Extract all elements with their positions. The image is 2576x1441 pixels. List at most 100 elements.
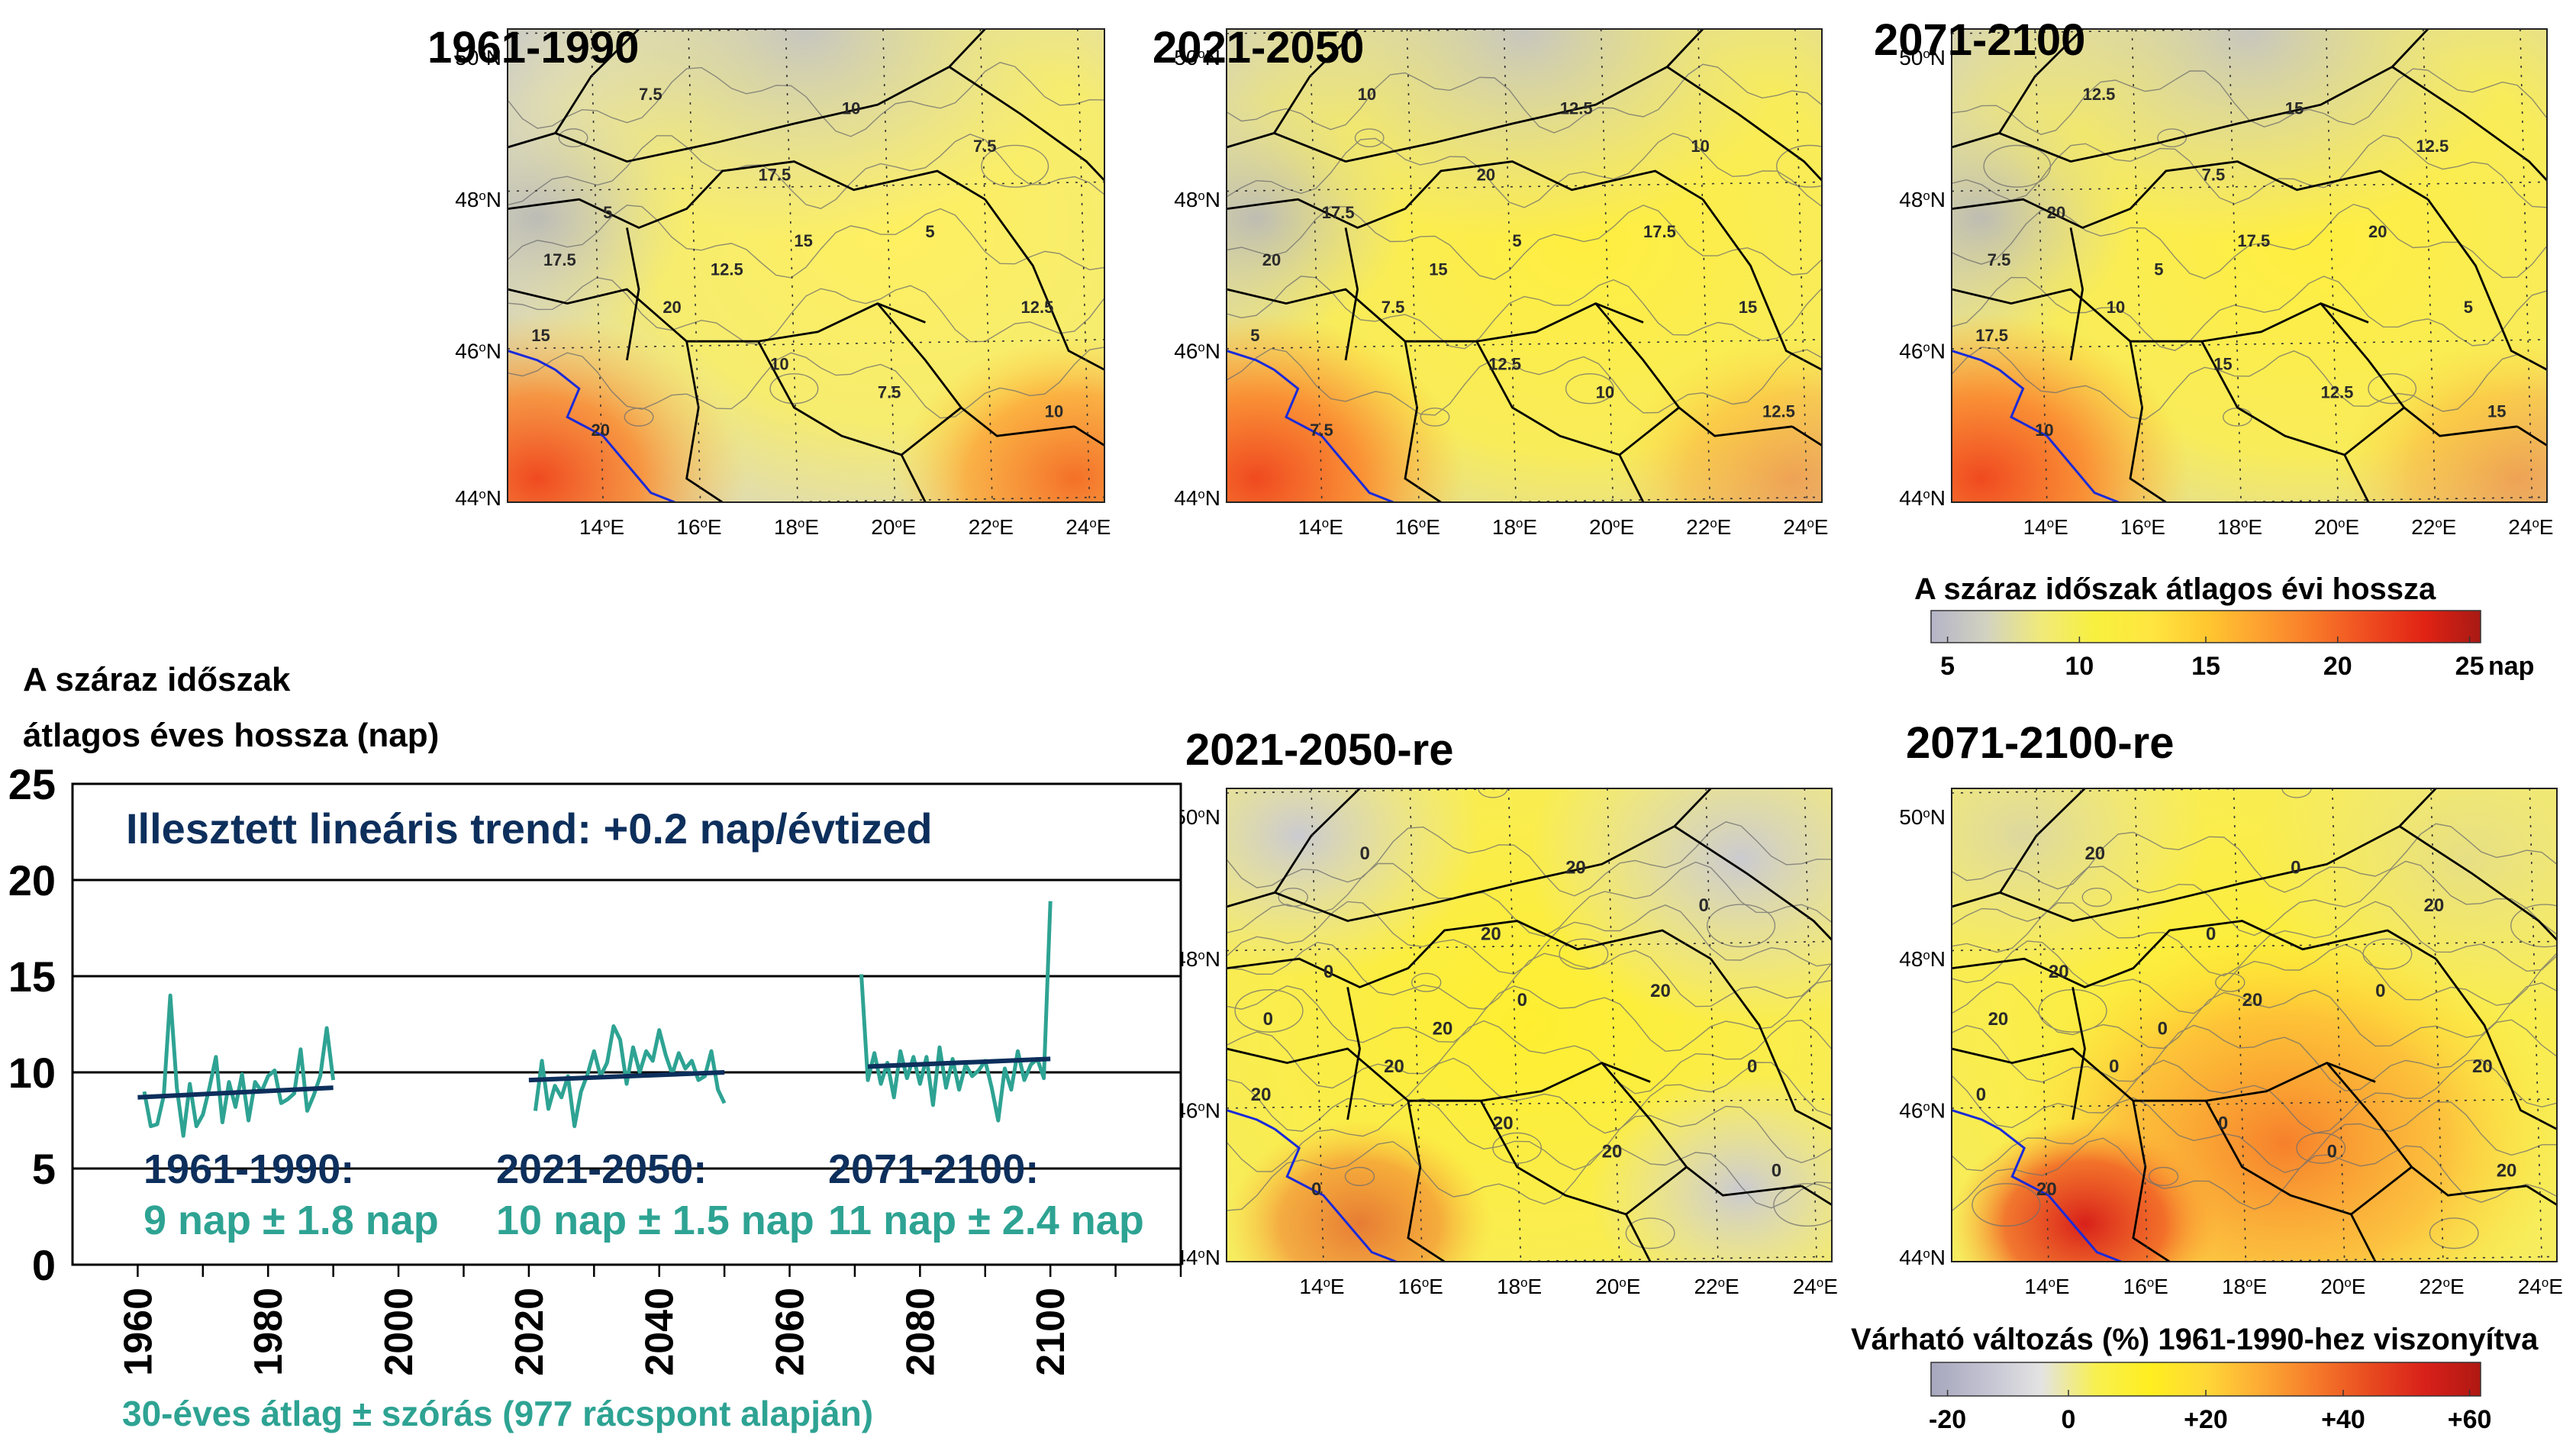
contour-label: 0	[2109, 1056, 2119, 1077]
coastline	[1273, 369, 1394, 502]
contour-label: 0	[2158, 1018, 2168, 1039]
colorbar-tick-label: -20	[1929, 1405, 1966, 1434]
contour-label: 20	[2036, 1179, 2057, 1200]
lat-label: 44oN	[1174, 486, 1220, 510]
meridian	[2331, 788, 2345, 1262]
y-tick-label: 5	[32, 1145, 56, 1193]
colorbar-title: Várható változás (%) 1961-1990-hez viszo…	[1851, 1323, 2539, 1356]
contour-blob	[2157, 128, 2188, 148]
colorbar-tick-label: 5	[1940, 652, 1955, 681]
period-value: 9 nap ± 1.8 nap	[143, 1198, 439, 1243]
contour-label: 20	[1481, 924, 1501, 944]
meridian	[1309, 29, 1323, 502]
meridian	[1600, 29, 1614, 502]
country-borders	[1952, 788, 2557, 1262]
y-axis-label-line2: átlagos éves hossza (nap)	[23, 717, 439, 754]
meridian	[2422, 29, 2436, 502]
contour-label: 10	[1596, 383, 1614, 402]
contour-label: 12.5	[711, 260, 743, 279]
map-orange-southwest	[1227, 788, 1832, 1262]
colorbar-absolute: A száraz időszak átlagos évi hossza 5 10 15…	[1914, 572, 2534, 681]
contour-label: 17.5	[1322, 203, 1355, 222]
x-tick-label: 1960	[116, 1288, 160, 1376]
border-line	[1346, 987, 1361, 1120]
series-line-3	[859, 901, 1053, 1123]
contour-blob	[2148, 1166, 2179, 1186]
contour-label: 20	[1988, 1009, 2009, 1030]
border-line	[1227, 920, 1712, 988]
y-tick-label: 20	[8, 856, 56, 904]
border-line	[508, 29, 640, 149]
meridian	[2430, 788, 2444, 1262]
meridian	[688, 29, 701, 502]
trend-line-3	[867, 1056, 1051, 1069]
map-panel-2071-2100-re: 20 0 20 0 20 0 20 0 20 0 20 0 20 0 20 0 50oN 48oN 46oN 44oN…	[1899, 718, 2563, 1298]
meridian	[2131, 29, 2145, 502]
map-red-southeast	[508, 29, 1104, 502]
coastline	[554, 369, 675, 502]
contour-label: 7.5	[639, 85, 663, 104]
border-line	[2516, 425, 2547, 446]
border-line	[508, 160, 986, 229]
contour-blob	[1354, 128, 1385, 148]
x-tick-label: 2040	[638, 1288, 682, 1376]
border-line	[2391, 66, 2547, 182]
colorbar-change: Várható változás (%) 1961-1990-hez viszo…	[1851, 1323, 2539, 1434]
contour-label: 20	[1493, 1113, 1514, 1133]
border-line	[1074, 425, 1104, 446]
map-field: 12.5 15 5 17.5 20 7.5 10 12.5 15 5 17.5 20 7.5 10 12.5…	[1952, 29, 2547, 502]
map-red-southeast	[1227, 29, 1822, 502]
contour-label: 12.5	[1560, 99, 1593, 118]
border-line	[1344, 227, 1359, 361]
contour-line	[1952, 901, 2557, 977]
contour-blob	[981, 144, 1049, 188]
parallel	[1227, 181, 1822, 192]
lon-label: 24oE	[2508, 515, 2553, 539]
border-line	[1227, 29, 1359, 149]
map-frame	[1226, 28, 1823, 503]
x-tick-label: 2080	[898, 1288, 943, 1376]
contour-label: 20	[1565, 858, 1586, 878]
border-line	[2132, 1100, 2171, 1262]
parallel	[1952, 940, 2557, 952]
lon-label: 20oE	[2314, 515, 2359, 539]
map-title: 1961-1990	[427, 23, 639, 73]
trend-annotation: Illesztett lineáris trend: +0.2 nap/évti…	[126, 804, 933, 853]
contour-label: 17.5	[2237, 231, 2270, 250]
contour-blob	[1983, 144, 2052, 188]
parallel	[1227, 1098, 1832, 1109]
footer-note: 30-éves átlag ± szórás (977 rácspont ala…	[122, 1394, 873, 1433]
colorbar-tick-label: 10	[2065, 652, 2094, 681]
border-line	[948, 66, 1104, 182]
colorbar-tick-label: 0	[2062, 1405, 2076, 1434]
parallel	[1952, 788, 2295, 794]
lon-label: 18oE	[774, 515, 819, 539]
coastline-north	[1227, 1109, 1276, 1130]
border-line	[1666, 66, 1822, 182]
coastline-north	[1227, 350, 1275, 371]
contour-blob	[2368, 373, 2417, 405]
contour-label: 20	[1384, 1056, 1404, 1077]
contour-blob	[1344, 1166, 1375, 1186]
contour-label: 10	[770, 354, 788, 373]
meridian	[1077, 29, 1091, 502]
border-line	[1227, 288, 1644, 343]
lon-label: 14oE	[2024, 1275, 2069, 1298]
period-value: 10 nap ± 1.5 nap	[496, 1198, 814, 1243]
contour-label: 20	[2049, 962, 2069, 982]
map-title: 2071-2100-re	[1906, 718, 2175, 768]
border-line	[1407, 1100, 1446, 1262]
contour-label: 0	[2375, 981, 2385, 1001]
x-tick-label: 2000	[377, 1288, 421, 1376]
contour-label: 20	[2424, 895, 2445, 916]
contour-blob	[1478, 788, 1508, 798]
lon-label: 24oE	[2518, 1275, 2563, 1298]
border-line	[2350, 1214, 2377, 1262]
contour-line	[1227, 979, 1832, 1053]
contour-label: 17.5	[1643, 222, 1676, 241]
contour-line	[508, 347, 1104, 419]
lon-label: 18oE	[1492, 515, 1537, 539]
parallel	[1952, 1098, 2557, 1109]
period-label: 2021-2050:	[496, 1146, 707, 1192]
